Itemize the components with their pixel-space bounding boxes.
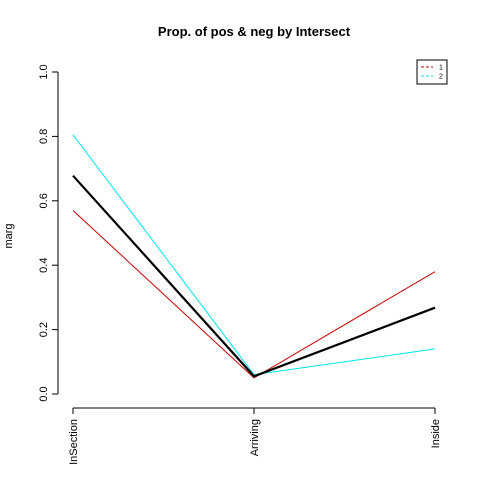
legend-box <box>416 59 448 85</box>
legend-label-1: 1 <box>439 65 443 72</box>
legend-label-2: 2 <box>439 74 443 81</box>
y-tick-label: 0.0 <box>38 386 50 401</box>
x-tick-label: InSection <box>68 419 80 465</box>
y-tick-label: 0.6 <box>38 193 50 208</box>
x-axis: InSection Arriving Inside <box>68 407 442 465</box>
y-tick-label: 0.4 <box>38 258 50 273</box>
y-axis-label: marg <box>3 223 15 248</box>
x-tick-label: Inside <box>430 419 442 448</box>
series-line-2 <box>72 134 436 376</box>
series-line-1 <box>72 210 436 379</box>
y-tick-label: 1.0 <box>38 64 50 79</box>
y-tick-label: 0.2 <box>38 322 50 337</box>
series-lines <box>72 134 436 379</box>
y-tick-label: 0.8 <box>38 129 50 144</box>
legend: 12 <box>416 59 448 85</box>
x-tick-label: Arriving <box>249 419 261 456</box>
series-line-overall <box>72 174 436 378</box>
chart-title: Prop. of pos & neg by Intersect <box>158 24 351 39</box>
y-axis: 0.0 0.2 0.4 0.6 0.8 1.0 <box>38 64 59 402</box>
